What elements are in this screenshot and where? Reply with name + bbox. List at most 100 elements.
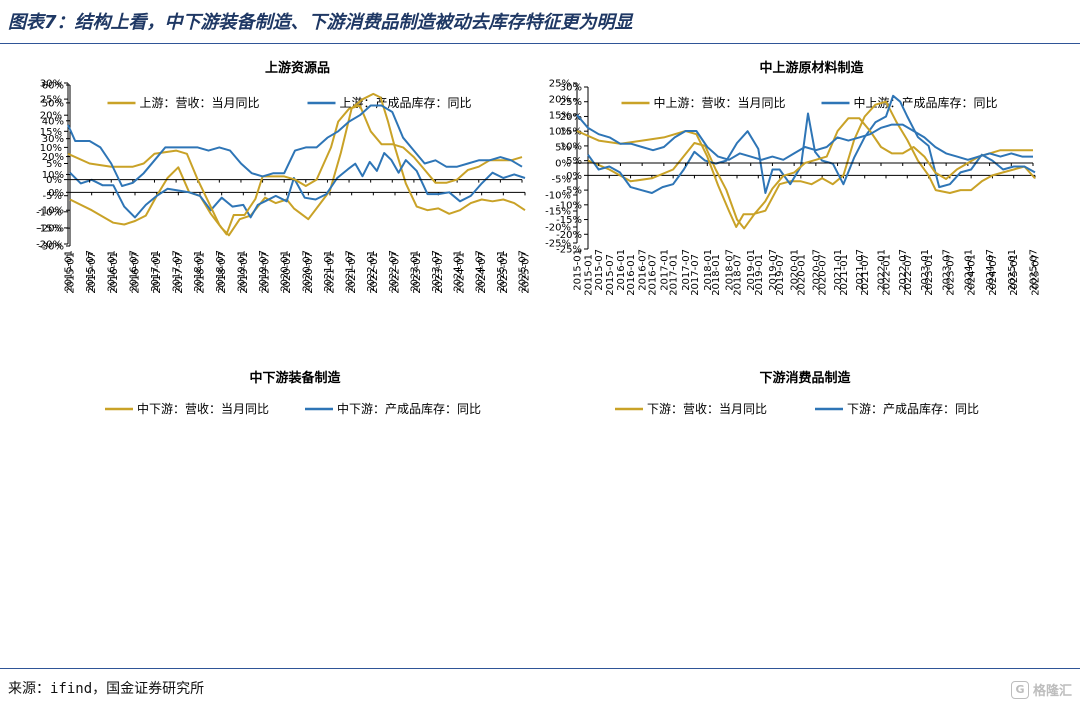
x-tick-label: 2024-07 bbox=[985, 249, 996, 291]
y-tick-label: -10% bbox=[36, 207, 62, 218]
y-tick-label: 20% bbox=[549, 95, 571, 106]
y-tick-label: -5% bbox=[43, 191, 62, 202]
y-tick-label: -30% bbox=[38, 242, 64, 253]
x-tick-label: 2021-07 bbox=[345, 250, 356, 292]
x-tick-label: 2018-07 bbox=[215, 250, 226, 292]
x-tick-label: 2019-01 bbox=[754, 254, 765, 296]
x-tick-label: 2022-07 bbox=[391, 252, 402, 294]
x-tick-label: 2017-01 bbox=[669, 254, 680, 296]
series-line-revenue bbox=[576, 117, 1033, 228]
y-tick-label: -5% bbox=[552, 175, 571, 186]
x-tick-label: 2020-01 bbox=[280, 250, 291, 292]
chart-title: 中上游原材料制造 bbox=[759, 60, 864, 76]
chart-title: 下游消费品制造 bbox=[759, 370, 851, 386]
x-tick-label: 2016-01 bbox=[107, 250, 118, 292]
x-tick-label: 2023-01 bbox=[920, 249, 931, 291]
legend-label-inventory: 下游：产成品库存：同比 bbox=[847, 401, 979, 416]
x-tick-label: 2024-01 bbox=[453, 250, 464, 292]
x-tick-label: 2024-01 bbox=[963, 249, 974, 291]
x-tick-label: 2015-01 bbox=[66, 252, 77, 294]
watermark: G 格隆汇 bbox=[1010, 680, 1072, 699]
y-tick-label: 30% bbox=[40, 79, 62, 90]
legend-label-revenue: 下游：营收：当月同比 bbox=[647, 402, 767, 416]
y-tick-label: 0% bbox=[566, 171, 582, 182]
x-tick-label: 2019-01 bbox=[239, 252, 250, 294]
x-tick-label: 2020-01 bbox=[790, 249, 801, 291]
x-tick-label: 2018-01 bbox=[703, 249, 714, 291]
legend-label-revenue: 中下游：营收：当月同比 bbox=[137, 401, 269, 416]
x-tick-label: 2022-07 bbox=[388, 250, 399, 292]
figure-title: 图表7：结构上看，中下游装备制造、下游消费品制造被动去库存特征更为明显 bbox=[8, 12, 633, 33]
series-line-revenue bbox=[69, 92, 526, 237]
x-tick-label: 2023-01 bbox=[924, 254, 935, 296]
source-note: 来源：ifind，国金证券研究所 bbox=[8, 681, 205, 697]
y-tick-label: -20% bbox=[38, 224, 64, 235]
y-tick-label: 60% bbox=[42, 81, 64, 92]
x-tick-label: 2018-07 bbox=[733, 254, 744, 296]
series-line-revenue bbox=[67, 104, 523, 236]
x-tick-label: 2024-07 bbox=[988, 254, 999, 296]
y-tick-label: -20% bbox=[556, 230, 582, 241]
x-tick-label: 2023-01 bbox=[409, 250, 420, 292]
x-tick-label: 2015-01 bbox=[573, 249, 584, 291]
x-tick-label: 2024-01 bbox=[456, 252, 467, 294]
legend: 中下游：营收：当月同比 中下游：产成品库存：同比 bbox=[105, 401, 481, 416]
x-tick-label: 2018-01 bbox=[711, 254, 722, 296]
x-tick-label: 2015-07 bbox=[594, 249, 605, 291]
x-tick-label: 2015-01 bbox=[584, 254, 595, 296]
x-tick-label: 2016-01 bbox=[109, 252, 120, 294]
y-tick-label: 20% bbox=[42, 152, 64, 163]
y-tick-label: -25% bbox=[556, 245, 582, 256]
x-tick-label: 2021-07 bbox=[860, 254, 871, 296]
x-tick-label: 2021-01 bbox=[839, 254, 850, 296]
x-tick-label: 2020-07 bbox=[304, 252, 315, 294]
y-tick-label: 40% bbox=[42, 116, 64, 127]
x-tick-label: 2022-01 bbox=[366, 250, 377, 292]
y-tick-label: 5% bbox=[555, 143, 571, 154]
x-tick-label: 2018-07 bbox=[217, 252, 228, 294]
x-tick-label: 2022-01 bbox=[877, 249, 888, 291]
x-tick-label: 2023-07 bbox=[434, 252, 445, 294]
x-tick-label: 2024-01 bbox=[967, 254, 978, 296]
x-tick-label: 2023-07 bbox=[431, 250, 442, 292]
x-tick-label: 2019-07 bbox=[258, 250, 269, 292]
x-tick-label: 2019-07 bbox=[775, 254, 786, 296]
x-tick-label: 2021-01 bbox=[326, 252, 337, 294]
y-tick-label: 15% bbox=[549, 111, 571, 122]
x-tick-label: 2020-07 bbox=[818, 254, 829, 296]
y-tick-label: -25% bbox=[545, 239, 571, 250]
x-tick-label: 2017-07 bbox=[681, 249, 692, 291]
x-tick-label: 2018-01 bbox=[196, 252, 207, 294]
y-tick-label: 30% bbox=[560, 83, 582, 94]
x-tick-label: 2016-01 bbox=[616, 249, 627, 291]
x-tick-label: 2021-01 bbox=[323, 250, 334, 292]
x-tick-label: 2016-07 bbox=[647, 254, 658, 296]
chart-title: 中下游装备制造 bbox=[249, 370, 341, 386]
x-tick-label: 2022-01 bbox=[882, 254, 893, 296]
y-tick-label: 0% bbox=[555, 159, 571, 170]
watermark-text: 格隆汇 bbox=[1032, 684, 1072, 699]
y-tick-label: 10% bbox=[42, 170, 64, 181]
legend: 上游：营收：当月同比 上游：产成品库存：同比 bbox=[107, 95, 472, 110]
y-tick-label: 0% bbox=[48, 188, 64, 199]
x-tick-label: 2022-07 bbox=[903, 254, 914, 296]
x-tick-label: 2017-07 bbox=[174, 252, 185, 294]
x-tick-label: 2017-07 bbox=[172, 250, 183, 292]
y-tick-label: 10% bbox=[549, 127, 571, 138]
x-tick-label: 2020-01 bbox=[796, 254, 807, 296]
x-tick-label: 2021-07 bbox=[855, 249, 866, 291]
x-tick-label: 2025-07 bbox=[1031, 254, 1042, 296]
legend: 中上游：营收：当月同比 中上游：产成品库存：同比 bbox=[621, 95, 998, 110]
legend: 下游：营收：当月同比 下游：产成品库存：同比 bbox=[615, 401, 979, 416]
y-tick-label: 20% bbox=[40, 111, 62, 122]
series-line-inventory bbox=[576, 114, 1033, 161]
y-tick-label: 25% bbox=[40, 95, 62, 106]
x-tick-label: 2025-07 bbox=[521, 252, 532, 294]
y-tick-label: 5% bbox=[46, 159, 62, 170]
legend-label-inventory: 中下游：产成品库存：同比 bbox=[337, 401, 481, 416]
x-tick-label: 2018-07 bbox=[725, 249, 736, 291]
x-tick-label: 2016-07 bbox=[128, 250, 139, 292]
